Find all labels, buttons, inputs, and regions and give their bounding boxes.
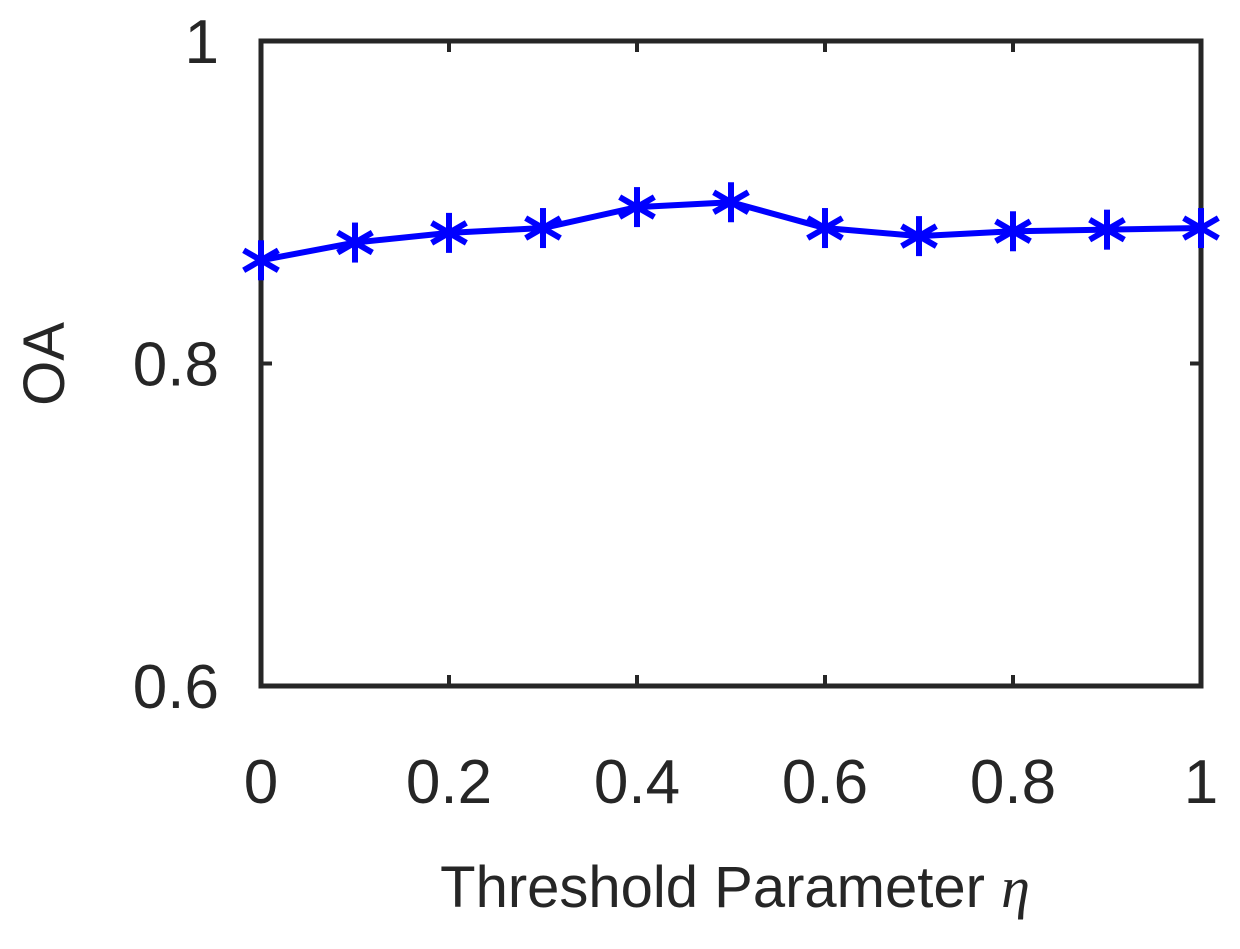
x-axis-label: Threshold Parameter η: [440, 855, 1030, 920]
data-point-marker: [524, 208, 562, 249]
data-point-marker: [430, 212, 468, 253]
x-tick-label: 0.4: [594, 748, 680, 817]
x-tick-label: 0.6: [782, 748, 868, 817]
y-tick-label: 0.8: [133, 331, 219, 400]
data-point-marker: [806, 208, 844, 249]
data-point-marker: [242, 240, 280, 281]
axis-ticks: [259, 39, 1203, 688]
y-tick-labels: 0.6 0.8 1: [133, 8, 219, 722]
plot-frame: [258, 38, 1204, 689]
data-point-marker: [1088, 209, 1126, 250]
data-point-marker: [618, 187, 656, 228]
x-tick-label: 0: [244, 748, 278, 817]
plot-area: [242, 38, 1220, 689]
x-axis-label-symbol: η: [1001, 855, 1030, 920]
data-point-marker: [712, 182, 750, 223]
y-tick-label: 0.6: [133, 653, 219, 722]
x-tick-labels: 0 0.2 0.4 0.6 0.8 1: [244, 748, 1218, 817]
data-point-marker: [1182, 208, 1220, 249]
data-point-marker: [994, 211, 1032, 252]
series-layer: [242, 182, 1220, 281]
x-axis-label-text: Threshold Parameter: [440, 855, 985, 920]
x-tick-label: 1: [1184, 748, 1218, 817]
data-point-marker: [900, 216, 938, 257]
x-tick-label: 0.8: [970, 748, 1056, 817]
data-point-marker: [336, 222, 374, 263]
x-tick-label: 0.2: [406, 748, 492, 817]
y-tick-label: 1: [185, 8, 219, 77]
y-axis-label: OA: [12, 322, 77, 406]
